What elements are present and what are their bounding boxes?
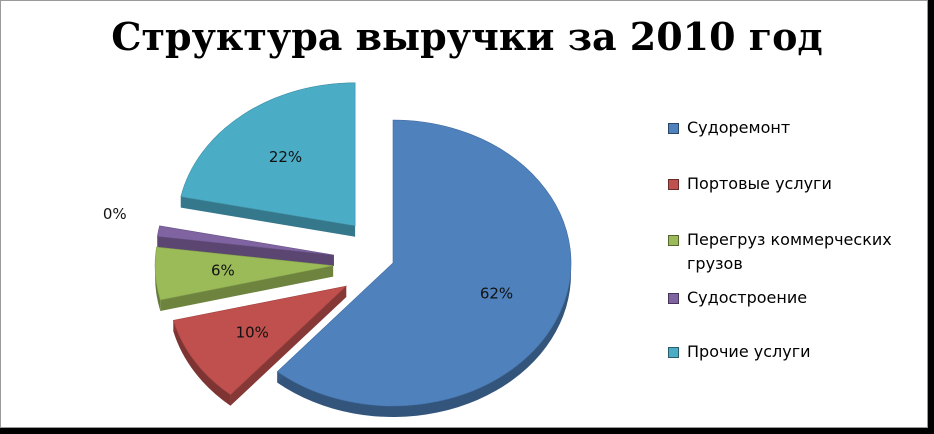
legend-item: Судоремонт [668,118,917,140]
slice-data-label: 0% [103,205,127,223]
slice-data-label: 10% [236,324,269,342]
pie-slice-wall [180,196,356,237]
pie-slice-3 [154,246,334,311]
legend-item: Прочие услуги [668,342,917,364]
pie-slice-wall [160,265,334,311]
legend-swatch [668,179,679,190]
legend-label: Судостроение [687,288,808,307]
legend-swatch [668,123,679,134]
chart-title: Структура выручки за 2010 год [111,14,823,59]
legend-label: Прочие услуги [687,342,811,361]
legend-swatch [668,235,679,246]
pie-slice-2 [172,285,348,406]
legend-item: Перегруз коммерческих грузов [668,230,917,276]
pie-slice-5 [180,82,356,237]
pie-slice-top [276,119,572,407]
pie-slice-wall [230,286,347,406]
legend-item: Судостроение [668,288,917,310]
legend-swatch [668,347,679,358]
legend-label: Судоремонт [687,118,791,137]
pie-slice-top [154,246,334,301]
legend-swatch [668,293,679,304]
pie-slice-side [173,320,231,406]
pie-slice-1 [276,119,572,417]
legend-label: Перегруз коммерческих грузов [687,230,892,273]
slice-data-label: 22% [269,148,302,166]
slice-data-label: 62% [480,285,513,303]
slice-data-label: 6% [211,262,235,280]
pie-slice-top [157,225,334,256]
pie-slice-top [172,285,348,396]
legend-item: Портовые услуги [668,174,917,196]
pie-slice-side [155,247,161,311]
pie-slice-4 [157,225,334,266]
legend-label: Портовые услуги [687,174,832,193]
pie-slice-top [180,82,356,227]
